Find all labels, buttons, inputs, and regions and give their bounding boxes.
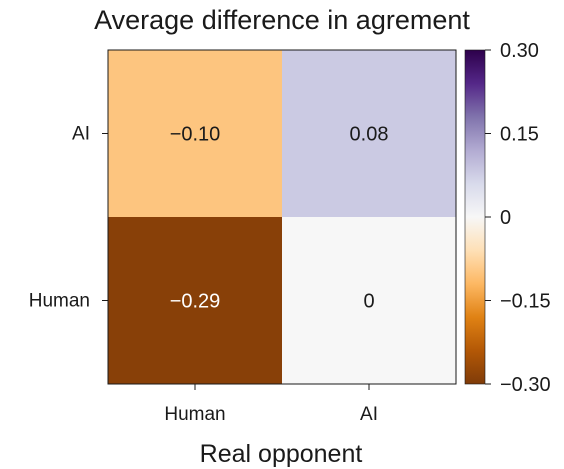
colorbar-tick-label: 0 (500, 207, 511, 229)
cell-value-label: −0.29 (170, 291, 221, 313)
y-tick-label: AI (72, 124, 90, 145)
cell-value-label: 0 (363, 291, 374, 313)
heatmap-cell (282, 50, 456, 217)
plot-frame (107, 49, 457, 385)
heatmap-cell (108, 50, 282, 217)
colorbar-gradient (465, 50, 485, 384)
colorbar-tick-label: −0.15 (500, 291, 551, 313)
heatmap-axes: AI Human Human AI (29, 49, 457, 425)
heatmap-cells: −0.10 0.08 −0.29 0 (108, 50, 456, 384)
x-axis-label: Real opponent (200, 440, 363, 468)
colorbar: 0.30 0.15 0 −0.15 −0.30 (464, 40, 551, 396)
x-tick-label: Human (164, 404, 225, 425)
x-tick-label: AI (360, 404, 378, 425)
colorbar-tick-label: 0.15 (500, 124, 539, 146)
heatmap-cell (282, 217, 456, 384)
cell-value-label: −0.10 (170, 124, 221, 146)
chart-title: Average difference in agrement (94, 5, 470, 35)
cell-value-label: 0.08 (350, 124, 389, 146)
y-tick-label: Human (29, 291, 90, 312)
heatmap-cell (108, 217, 282, 384)
colorbar-tick-label: 0.30 (500, 40, 539, 62)
colorbar-tick-label: −0.30 (500, 374, 551, 396)
